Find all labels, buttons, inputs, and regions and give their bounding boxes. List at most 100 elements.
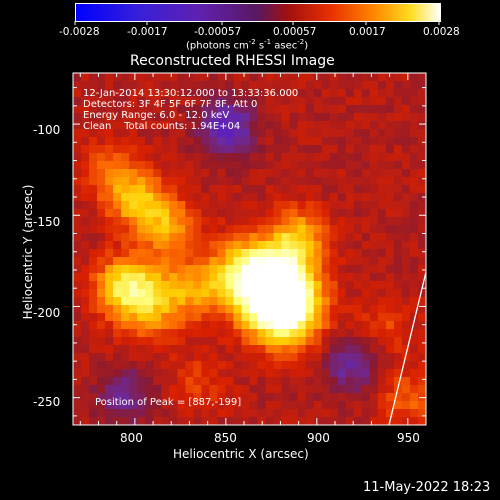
image-pixel [185,153,194,162]
image-pixel [321,89,331,98]
image-pixel [89,193,98,202]
image-pixel [209,121,218,130]
image-pixel [241,321,250,330]
image-pixel [353,89,363,98]
image-pixel [145,361,154,370]
image-pixel [169,289,178,298]
image-pixel [313,345,323,354]
image-pixel [257,105,266,114]
image-pixel [161,169,170,178]
image-pixel [353,385,363,394]
image-pixel [129,249,138,258]
image-pixel [105,241,114,250]
image-pixel [145,297,154,306]
image-pixel [257,345,266,354]
image-pixel [417,265,426,274]
image-pixel [177,97,186,106]
image-pixel [369,81,379,90]
image-pixel [177,241,186,250]
image-pixel [193,281,202,290]
image-pixel [73,361,82,370]
image-pixel [377,353,387,362]
image-pixel [249,105,258,114]
image-pixel [313,265,323,274]
image-pixel [361,393,371,402]
image-pixel [281,401,291,410]
image-pixel [89,329,98,338]
image-pixel [369,177,379,186]
image-pixel [153,297,162,306]
image-pixel [393,161,403,170]
image-pixel [305,321,315,330]
image-pixel [105,177,114,186]
image-pixel [361,97,371,106]
image-pixel [249,385,258,394]
image-pixel [377,89,387,98]
image-pixel [169,281,178,290]
image-pixel [89,265,98,274]
image-pixel [105,161,114,170]
image-pixel [233,329,242,338]
image-pixel [73,337,82,346]
image-pixel [129,185,138,194]
image-pixel [353,161,363,170]
image-pixel [249,345,258,354]
image-pixel [249,249,258,258]
image-pixel [185,265,194,274]
image-pixel [417,113,426,122]
image-pixel [273,225,282,234]
image-pixel [329,297,339,306]
image-pixel [289,265,299,274]
image-pixel [377,217,387,226]
y-tick-label: -200 [33,306,61,320]
image-pixel [217,153,226,162]
image-pixel [401,73,411,82]
image-pixel [217,337,226,346]
image-pixel [297,289,307,298]
image-pixel [361,209,371,218]
image-pixel [353,241,363,250]
image-pixel [281,361,291,370]
image-pixel [217,409,226,418]
image-pixel [169,169,178,178]
image-pixel [345,369,355,378]
image-pixel [81,81,90,90]
image-pixel [185,169,194,178]
image-pixel [353,313,363,322]
image-pixel [73,81,82,90]
image-pixel [297,385,307,394]
image-pixel [137,113,146,122]
image-pixel [137,329,146,338]
image-pixel [201,73,210,82]
image-pixel [369,201,379,210]
image-pixel [201,89,210,98]
image-pixel [273,137,282,146]
image-pixel [129,137,138,146]
image-pixel [265,121,274,130]
image-pixel [233,105,242,114]
image-pixel [337,345,347,354]
image-pixel [281,321,291,330]
image-pixel [193,353,202,362]
image-pixel [313,289,323,298]
image-pixel [257,81,266,90]
image-pixel [113,297,122,306]
image-pixel [201,249,210,258]
image-pixel [265,201,274,210]
image-pixel [201,329,210,338]
image-pixel [105,169,114,178]
image-pixel [329,217,339,226]
image-pixel [353,377,363,386]
image-pixel [361,345,371,354]
image-pixel [201,225,210,234]
image-pixel [321,305,331,314]
image-pixel [137,265,146,274]
image-pixel [129,337,138,346]
image-pixel [401,321,411,330]
image-pixel [305,105,315,114]
image-pixel [81,361,90,370]
image-pixel [209,161,218,170]
image-pixel [329,417,339,425]
image-pixel [209,249,218,258]
image-pixel [161,145,170,154]
